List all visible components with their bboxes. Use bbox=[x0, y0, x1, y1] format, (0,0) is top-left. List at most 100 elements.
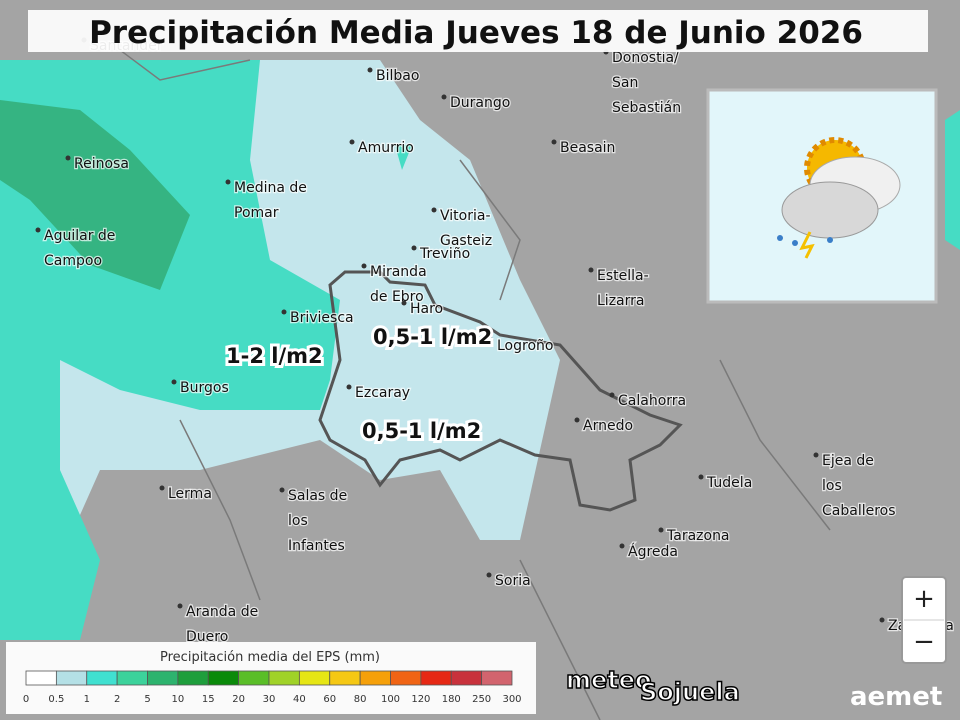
legend-swatch bbox=[116, 670, 148, 686]
legend-label: 300 bbox=[502, 694, 521, 705]
place-dot bbox=[411, 245, 417, 251]
place-dot bbox=[35, 227, 41, 233]
place-label: Burgos bbox=[180, 380, 229, 396]
place-label: San bbox=[612, 75, 638, 91]
place-label: Tudela bbox=[706, 475, 752, 491]
place-dot bbox=[65, 155, 71, 161]
place-label: Infantes bbox=[288, 538, 345, 554]
legend-swatch bbox=[207, 670, 240, 686]
place-label: Ejea de bbox=[822, 453, 874, 469]
legend-swatch bbox=[147, 670, 179, 686]
region-border bbox=[318, 270, 683, 512]
place-label: Ezcaray bbox=[355, 385, 410, 401]
place-label: Duero bbox=[186, 629, 228, 645]
logo-sojuela: Sojuela bbox=[640, 678, 740, 706]
logo-aemet: aemet bbox=[850, 682, 942, 712]
place-label: Bilbao bbox=[376, 68, 419, 84]
legend-label: 180 bbox=[442, 694, 461, 705]
legend-label: 60 bbox=[323, 694, 336, 705]
place-dot bbox=[609, 392, 615, 398]
place-label: Campoo bbox=[44, 253, 102, 269]
place-label: los bbox=[288, 513, 308, 529]
place-label: Amurrio bbox=[358, 140, 414, 156]
legend-swatch bbox=[238, 670, 270, 686]
place-dot bbox=[441, 94, 447, 100]
legend-label: 30 bbox=[263, 694, 276, 705]
legend-swatch bbox=[450, 670, 483, 686]
place-dot bbox=[279, 487, 285, 493]
place-label: Donostia/ bbox=[612, 50, 679, 66]
place-dot bbox=[813, 452, 819, 458]
place-dot bbox=[488, 337, 494, 343]
place-dot bbox=[698, 474, 704, 480]
place-dot bbox=[431, 207, 437, 213]
title: Precipitación Media Jueves 18 de Junio 2… bbox=[89, 15, 863, 51]
place-label: Caballeros bbox=[822, 503, 896, 519]
place-label: de Ebro bbox=[370, 289, 424, 305]
legend-label: 120 bbox=[411, 694, 430, 705]
legend-swatch bbox=[390, 670, 422, 686]
precip-area-east bbox=[945, 110, 960, 250]
place-label: Sebastián bbox=[612, 100, 681, 116]
place-label: Medina de bbox=[234, 180, 307, 196]
place-dot bbox=[879, 617, 885, 623]
place-dot bbox=[551, 139, 557, 145]
title-box bbox=[28, 10, 928, 52]
legend-swatch bbox=[481, 670, 513, 686]
legend-swatch bbox=[86, 670, 118, 686]
legend-label: 100 bbox=[381, 694, 400, 705]
legend-swatch bbox=[329, 670, 361, 686]
annotation: 1-2 l/m2 bbox=[226, 344, 323, 368]
legend-swatch bbox=[268, 670, 300, 686]
place-label: Aranda de bbox=[186, 604, 258, 620]
place-label: Miranda bbox=[370, 264, 427, 280]
place-label: Reinosa bbox=[74, 156, 129, 172]
place-dot bbox=[367, 67, 373, 73]
precip-spot bbox=[395, 145, 412, 170]
place-label: Vitoria- bbox=[440, 208, 491, 224]
legend-label: 80 bbox=[354, 694, 367, 705]
place-label: Soria bbox=[495, 573, 531, 589]
place-dot bbox=[401, 300, 407, 306]
legend-swatch bbox=[25, 670, 57, 686]
legend-label: 15 bbox=[202, 694, 215, 705]
legend-label: 0 bbox=[23, 694, 29, 705]
legend-label: 10 bbox=[172, 694, 185, 705]
zoom-control: + − bbox=[901, 576, 947, 664]
place-dot bbox=[349, 139, 355, 145]
place-label: Ágreda bbox=[628, 543, 678, 560]
place-label: Haro bbox=[410, 301, 443, 317]
legend-title: Precipitación media del EPS (mm) bbox=[160, 650, 380, 665]
place-label: Treviño bbox=[419, 246, 470, 262]
place-dot bbox=[346, 384, 352, 390]
place-dot bbox=[177, 603, 183, 609]
place-label: Arnedo bbox=[583, 418, 633, 434]
place-label: Lerma bbox=[168, 486, 212, 502]
legend-swatch bbox=[55, 670, 88, 686]
place-label: Aguilar de bbox=[44, 228, 115, 244]
place-label: Tarazona bbox=[666, 528, 730, 544]
legend-label: 2 bbox=[114, 694, 120, 705]
place-dot bbox=[159, 485, 165, 491]
zoom-out[interactable]: − bbox=[913, 627, 935, 657]
place-label: los bbox=[822, 478, 842, 494]
place-label: Salas de bbox=[288, 488, 347, 504]
place-dot bbox=[225, 179, 231, 185]
place-dot bbox=[619, 543, 625, 549]
zoom-in[interactable]: + bbox=[913, 584, 935, 614]
place-label: Durango bbox=[450, 95, 510, 111]
place-dot bbox=[574, 417, 580, 423]
legend-label: 5 bbox=[144, 694, 150, 705]
place-label: Briviesca bbox=[290, 310, 354, 326]
place-dot bbox=[281, 309, 287, 315]
legend-label: 40 bbox=[293, 694, 306, 705]
place-label: Calahorra bbox=[618, 393, 686, 409]
place-label: Gasteiz bbox=[440, 233, 492, 249]
place-label: Lizarra bbox=[597, 293, 644, 309]
place-dot bbox=[658, 527, 664, 533]
precip-area-green bbox=[0, 100, 190, 290]
legend-label: 0.5 bbox=[48, 694, 64, 705]
place-label: Logroño bbox=[497, 338, 553, 354]
legend-label: 1 bbox=[84, 694, 90, 705]
